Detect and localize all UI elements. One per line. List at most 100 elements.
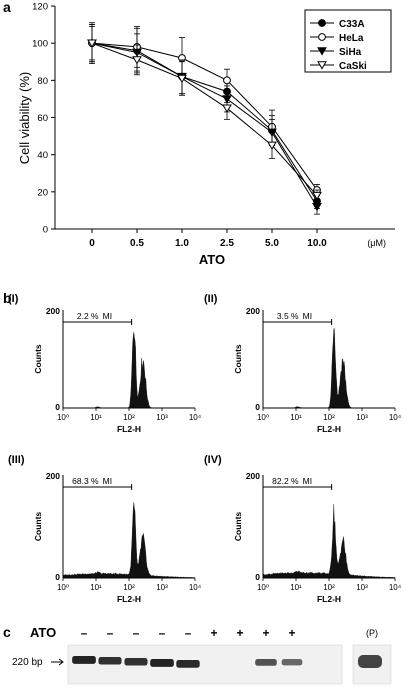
treatment-sign: – [185,626,192,640]
legend-label: SiHa [339,47,362,58]
x-tick-label: 10³ [156,583,168,592]
gel-row-label: ATO [30,625,56,640]
histogram-iii: (III) 200 0 Counts 10⁰ 10¹ 10² 10³ 10⁴ FL2-H 68.3 … [8,454,202,604]
y-tick-label: 20 [37,187,48,198]
y-tick-label: 200 [46,306,60,316]
y-axis-ticks: 0 20 40 60 80 100 120 [32,2,55,236]
x-axis-ticks: 0 0.5 1.0 2.5 5.0 10.0 [89,229,327,249]
histogram-label: (II) [204,293,218,305]
treatment-sign: – [159,626,166,640]
gel-band [150,659,174,667]
treatment-sign: + [262,626,269,640]
axes [54,6,395,230]
treatment-sign: + [288,626,295,640]
y-tick-label: 80 [37,76,48,87]
y-axis-title: Counts [33,512,43,542]
series-caski [87,24,322,202]
gate-percent: 3.5 % [277,311,299,321]
panel-label-c: c [3,624,11,640]
x-tick-label: 10³ [356,583,368,592]
gel-band [176,660,200,668]
data-point [222,104,232,113]
x-axis-title: FL2-H [117,594,141,604]
y-tick-label: 100 [32,39,48,50]
histogram-area [262,328,395,409]
treatment-sign: – [133,626,140,640]
gate-label: MI [303,311,312,321]
y-axis-title: Counts [233,512,243,542]
x-axis-title: FL2-H [317,424,341,434]
gel-band [98,657,122,665]
x-tick-label: 10¹ [90,413,102,422]
gate-percent: 2.2 % [77,311,99,321]
y-tick-label: 0 [55,402,60,412]
series-hela [88,26,321,196]
y-tick-label: 60 [37,113,48,124]
y-tick-label: 200 [46,471,60,481]
data-point [267,141,277,150]
histogram-label: (IV) [204,454,222,466]
y-tick-label: 120 [32,2,48,13]
legend-label: HeLa [339,33,364,44]
treatment-signs: – – – – – + + + + [81,626,296,640]
gate-label: MI [303,476,312,486]
gate-label: MI [103,476,112,486]
treatment-sign: + [236,626,243,640]
y-tick-label: 200 [246,471,260,481]
flow-histograms: (I) 200 0 Counts 10⁰ 10¹ 10² 10³ 10⁴ FL2-H 2.2 % MI… [8,293,402,604]
x-tick-label: 10¹ [290,583,302,592]
x-tick-label: 10⁰ [57,583,69,592]
series-layer [87,22,322,215]
gate-label: MI [103,311,112,321]
legend: C33A HeLa SiHa CaSki [304,9,392,73]
y-axis-title: Counts [233,344,243,374]
x-tick-label: 10³ [156,413,168,422]
panel-label-b: b [3,290,12,306]
series-line [91,42,318,207]
histogram-area [262,504,396,579]
x-tick-label: 10⁴ [389,413,402,422]
treatment-sign: + [210,626,217,640]
histogram-iv: (IV) 200 0 Counts 10⁰ 10¹ 10² 10³ 10⁴ FL2-H 82.2 %… [204,454,402,604]
legend-marker [318,19,326,27]
x-tick-label: 10⁰ [57,413,69,422]
data-point [87,39,97,48]
x-axis-unit: (μM) [367,238,386,248]
viability-line-chart: Cell viability (%) 0 20 40 60 80 100 120 0 0.5 1… [17,2,395,267]
x-tick-label: 10² [123,413,135,422]
data-point [312,191,322,201]
x-tick-label: 10³ [356,413,368,422]
series-siha [87,22,322,215]
data-point [223,76,231,85]
x-tick-label: 10¹ [90,583,102,592]
treatment-sign: – [81,626,88,640]
panel-label-a: a [3,0,11,15]
gate-percent: 68.3 % [72,476,99,486]
y-axis-title: Counts [33,344,43,374]
series-c33a [88,24,321,209]
gel-band [255,659,277,666]
y-tick-label: 0 [55,572,60,582]
legend-marker [318,33,326,41]
x-tick-label: 10² [323,413,335,422]
y-tick-label: 0 [255,572,260,582]
x-tick-label: 10¹ [290,413,302,422]
y-tick-label: 0 [255,402,260,412]
x-axis-title: ATO [199,252,225,267]
legend-label: CaSki [339,61,367,72]
x-tick-label: 10.0 [307,238,327,249]
gel-panel: ATO – – – – – + + + + 220 bp (P) [12,625,392,685]
x-axis-title: FL2-H [317,594,341,604]
y-tick-label: 0 [43,225,48,236]
y-tick-label: 40 [37,150,48,161]
x-tick-label: 10² [323,583,335,592]
gel-bands [72,656,303,668]
series-line [91,42,318,202]
histogram-ii: (II) 200 0 Counts 10⁰ 10¹ 10² 10³ 10⁴ FL2-H 3.5 % M… [204,293,402,434]
histogram-label: (I) [8,293,19,305]
y-tick-label: 200 [246,306,260,316]
legend-label: C33A [339,19,365,30]
x-tick-label: 5.0 [265,238,279,249]
gate-percent: 82.2 % [272,476,299,486]
